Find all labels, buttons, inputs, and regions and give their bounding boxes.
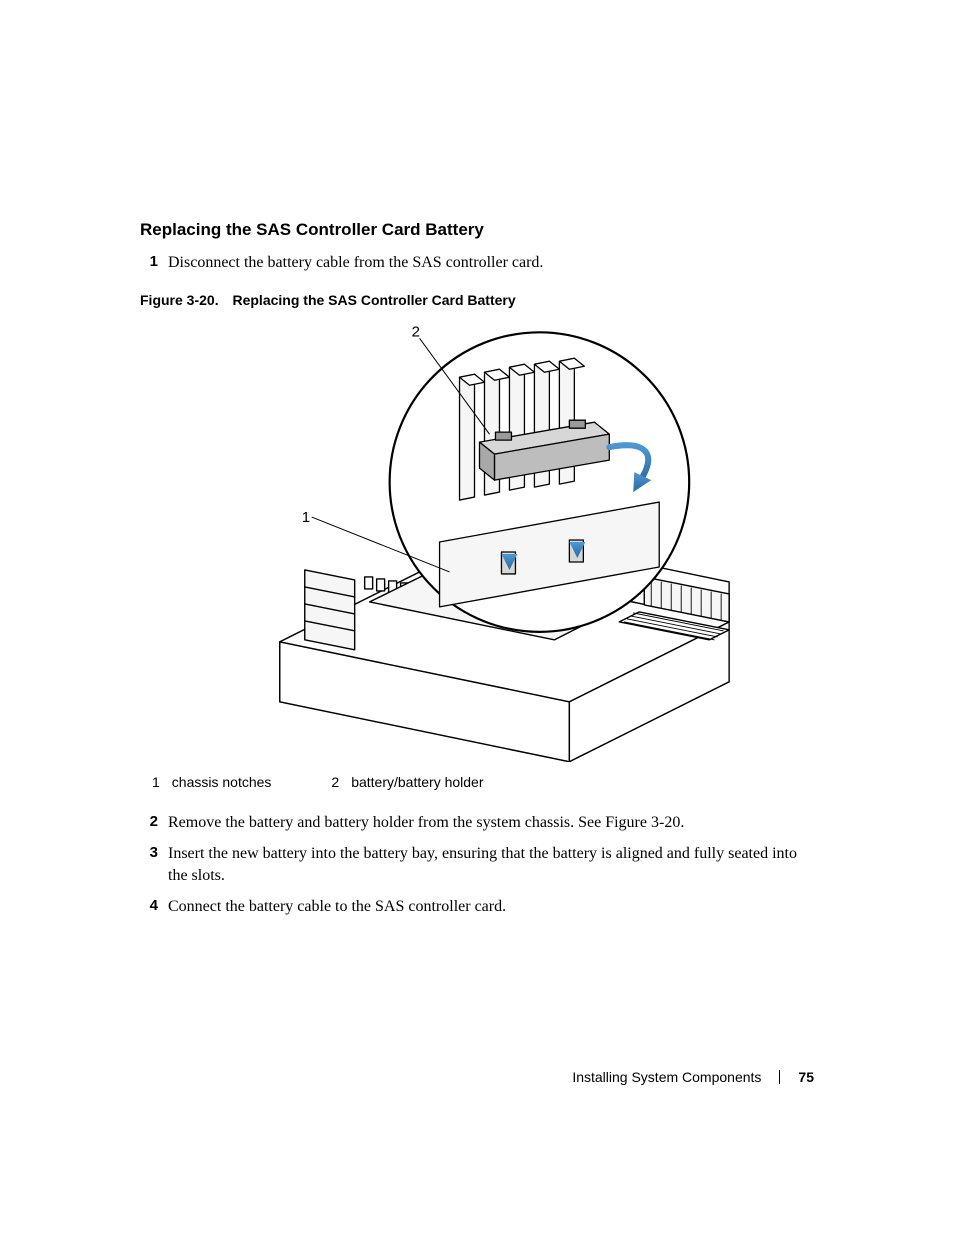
figure-caption: Figure 3-20. Replacing the SAS Controlle… [140, 292, 819, 308]
step-item: 2 Remove the battery and battery holder … [140, 812, 819, 834]
step-number: 2 [140, 812, 168, 832]
step-number: 3 [140, 843, 168, 863]
footer-divider-icon [779, 1070, 780, 1084]
step-item: 3 Insert the new battery into the batter… [140, 843, 819, 886]
legend-num: 2 [331, 774, 339, 790]
step-item: 1 Disconnect the battery cable from the … [140, 252, 819, 274]
document-page: Replacing the SAS Controller Card Batter… [0, 0, 954, 1235]
figure-legend: 1 chassis notches 2 battery/battery hold… [140, 774, 819, 790]
footer-page-number: 75 [798, 1069, 814, 1085]
step-list-top: 1 Disconnect the battery cable from the … [140, 252, 819, 274]
step-number: 4 [140, 896, 168, 916]
step-text: Insert the new battery into the battery … [168, 843, 819, 886]
figure-title: Replacing the SAS Controller Card Batter… [232, 292, 515, 308]
step-list-bottom: 2 Remove the battery and battery holder … [140, 812, 819, 918]
section-heading: Replacing the SAS Controller Card Batter… [140, 220, 819, 240]
legend-item: 1 chassis notches [152, 774, 271, 790]
legend-text: battery/battery holder [351, 774, 483, 790]
callout-label-2: 2 [412, 323, 420, 340]
footer-section: Installing System Components [572, 1069, 761, 1085]
step-text: Disconnect the battery cable from the SA… [168, 252, 819, 274]
step-text: Connect the battery cable to the SAS con… [168, 896, 819, 918]
callout-label-1: 1 [302, 509, 310, 526]
step-text: Remove the battery and battery holder fr… [168, 812, 819, 834]
legend-text: chassis notches [172, 774, 272, 790]
step-number: 1 [140, 252, 168, 272]
figure-number: Figure 3-20. [140, 292, 229, 308]
step-item: 4 Connect the battery cable to the SAS c… [140, 896, 819, 918]
legend-num: 1 [152, 774, 160, 790]
legend-item: 2 battery/battery holder [331, 774, 483, 790]
figure-diagram: 1 2 [140, 322, 819, 762]
page-footer: Installing System Components 75 [572, 1069, 814, 1085]
